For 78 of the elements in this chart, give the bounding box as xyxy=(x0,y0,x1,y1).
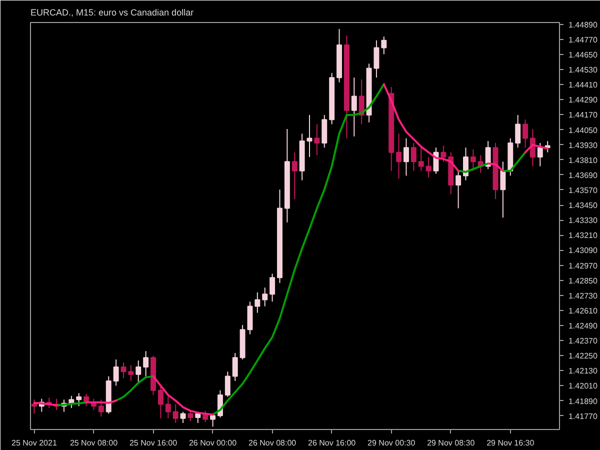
x-tick-label: 29 Nov 16:30 xyxy=(486,438,535,448)
y-tick-label: 1.42490 xyxy=(568,321,598,330)
candlestick xyxy=(404,138,409,176)
y-tick-label: 1.42730 xyxy=(568,291,598,300)
candlestick xyxy=(247,301,253,335)
y-tick-label: 1.42010 xyxy=(568,382,598,391)
candlestick xyxy=(470,148,476,172)
y-tick-label: 1.43570 xyxy=(568,186,598,195)
candlestick xyxy=(537,142,543,167)
y-tick-label: 1.43210 xyxy=(568,231,598,240)
y-tick-label: 1.43930 xyxy=(568,140,598,150)
candlestick xyxy=(440,145,446,162)
y-tick-label: 1.43330 xyxy=(568,216,598,226)
y-tick-label: 1.44530 xyxy=(568,66,598,75)
candlestick xyxy=(232,352,238,382)
candlestick xyxy=(463,147,468,181)
candlestick xyxy=(31,399,37,414)
y-tick-label: 1.44410 xyxy=(568,80,598,90)
y-tick-label: 1.44050 xyxy=(568,126,598,135)
y-tick-label: 1.44770 xyxy=(568,35,598,44)
y-tick-label: 1.41890 xyxy=(568,396,598,406)
candlestick xyxy=(351,77,357,137)
candlestick xyxy=(158,385,164,419)
candlestick xyxy=(143,350,149,377)
candlestick xyxy=(292,152,298,200)
candlestick xyxy=(128,364,134,382)
x-tick-label: 29 Nov 00:30 xyxy=(368,438,416,448)
candlestick xyxy=(120,362,126,379)
candlestick xyxy=(254,292,260,314)
y-tick-label: 1.44170 xyxy=(568,110,598,120)
y-tick-label: 1.44650 xyxy=(568,50,598,60)
y-tick-label: 1.41770 xyxy=(568,412,598,421)
candlestick xyxy=(136,360,142,382)
candlestick xyxy=(426,156,432,178)
y-tick-label: 1.43090 xyxy=(568,246,598,256)
candlestick xyxy=(180,411,186,424)
y-tick-label: 1.43450 xyxy=(568,201,598,210)
x-tick-label: 25 Nov 2021 xyxy=(12,438,58,448)
x-tick-label: 26 Nov 16:00 xyxy=(308,438,356,448)
candlestick xyxy=(306,114,312,158)
y-tick-label: 1.42250 xyxy=(568,352,598,361)
x-tick-label: 25 Nov 16:00 xyxy=(129,438,178,448)
candlestick xyxy=(76,392,82,407)
y-tick-label: 1.42610 xyxy=(568,306,598,316)
y-tick-label: 1.42850 xyxy=(568,276,598,286)
candlestick xyxy=(165,394,171,419)
candlestick xyxy=(270,273,276,302)
candlestick xyxy=(381,36,387,55)
candlestick xyxy=(485,140,491,170)
candlestick xyxy=(544,140,550,153)
candlestick xyxy=(314,124,320,156)
y-tick-label: 1.42970 xyxy=(568,261,598,270)
y-tick-label: 1.43810 xyxy=(568,156,598,165)
candlestick xyxy=(374,40,380,78)
x-tick-label: 29 Nov 08:30 xyxy=(427,438,476,448)
candlestick xyxy=(410,142,416,172)
candlestick xyxy=(500,161,506,218)
candlestick xyxy=(188,410,194,422)
candlestick xyxy=(172,404,178,424)
x-tick-label: 26 Nov 08:00 xyxy=(248,438,297,448)
candlestick xyxy=(522,119,528,148)
y-tick-label: 1.43690 xyxy=(568,170,598,180)
y-tick-label: 1.42370 xyxy=(568,336,598,346)
y-tick-label: 1.44890 xyxy=(568,20,598,30)
candlestick xyxy=(418,147,424,172)
y-tick-label: 1.42130 xyxy=(568,366,598,376)
candlestick xyxy=(515,114,521,148)
chart-title: EURCAD., M15: euro vs Canadian dollar xyxy=(30,8,194,18)
candlestick xyxy=(98,399,104,417)
x-tick-label: 26 Nov 00:00 xyxy=(188,438,238,448)
y-tick-label: 1.44290 xyxy=(568,96,598,105)
candlestick xyxy=(262,287,268,307)
candlestick xyxy=(224,371,230,398)
candlestick xyxy=(322,114,328,148)
candlestick xyxy=(396,133,402,179)
candlestick xyxy=(456,170,462,209)
x-tick-label: 25 Nov 08:00 xyxy=(70,438,118,448)
candlestick xyxy=(113,358,119,386)
